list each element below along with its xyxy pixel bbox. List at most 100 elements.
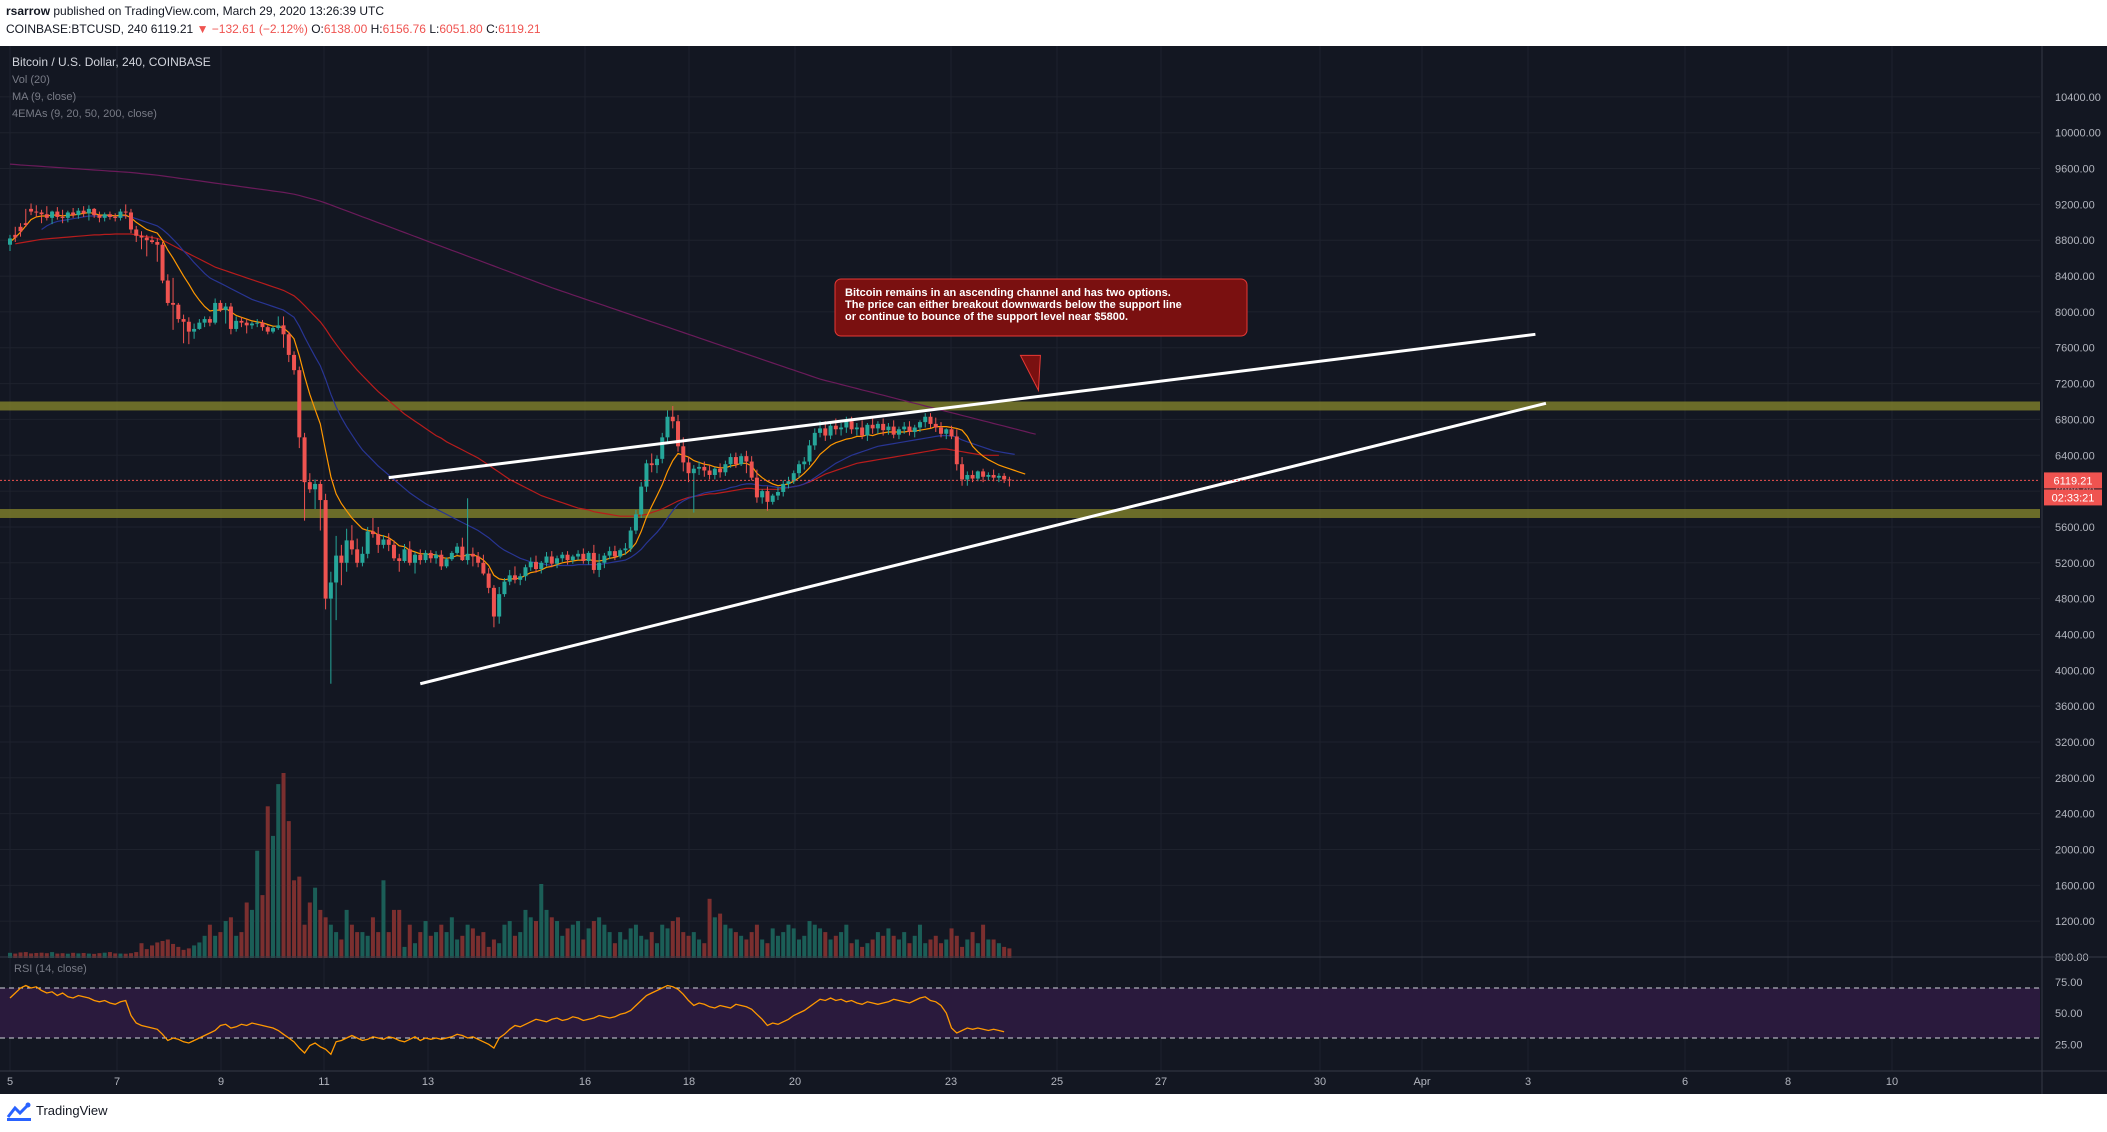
candle-body bbox=[76, 210, 81, 216]
volume-bar bbox=[313, 887, 318, 958]
volume-bar bbox=[854, 939, 859, 958]
volume-bar bbox=[102, 952, 107, 958]
price-tick-label: 8000.00 bbox=[2055, 307, 2095, 319]
candle-body bbox=[965, 474, 970, 480]
rsi-tick-label: 50.00 bbox=[2055, 1008, 2083, 1020]
candle-body bbox=[334, 555, 339, 583]
candle-body bbox=[328, 582, 333, 599]
price-tick-label: 5200.00 bbox=[2055, 558, 2095, 570]
volume-bar bbox=[339, 939, 344, 958]
symbol-title: Bitcoin / U.S. Dollar, 240, COINBASE bbox=[12, 55, 211, 69]
candle-body bbox=[313, 483, 318, 490]
volume-bar bbox=[207, 924, 212, 958]
volume-bar bbox=[770, 928, 775, 958]
volume-bar bbox=[307, 902, 312, 958]
candle-body bbox=[386, 539, 391, 545]
volume-bar bbox=[439, 924, 444, 958]
candle-body bbox=[812, 432, 817, 446]
volume-bar bbox=[234, 935, 239, 958]
candle-body bbox=[155, 242, 160, 245]
candle-body bbox=[528, 561, 533, 568]
candle-body bbox=[949, 429, 954, 437]
candle-body bbox=[228, 306, 233, 329]
candle-body bbox=[339, 555, 344, 563]
candle-body bbox=[818, 428, 823, 433]
volume-bar bbox=[1002, 946, 1007, 958]
price-tick-label: 9600.00 bbox=[2055, 164, 2095, 176]
candle-body bbox=[770, 495, 775, 502]
volume-bar bbox=[555, 921, 560, 958]
price-tick-label: 6800.00 bbox=[2055, 414, 2095, 426]
volume-bar bbox=[739, 935, 744, 958]
volume-bar bbox=[370, 917, 375, 958]
price-tick-label: 4000.00 bbox=[2055, 665, 2095, 677]
volume-bar bbox=[144, 949, 149, 958]
candle-body bbox=[423, 552, 428, 561]
candle-body bbox=[917, 422, 922, 428]
chart-area[interactable]: 10400.00 10000.00 9600.00 9200.00 8800.00 840… bbox=[0, 46, 2107, 1094]
volume-bar bbox=[486, 946, 491, 958]
candle-body bbox=[728, 457, 733, 465]
volume-bar bbox=[218, 932, 223, 958]
brand-name[interactable]: TradingView bbox=[36, 1103, 108, 1118]
volume-bar bbox=[413, 943, 418, 958]
candle-body bbox=[144, 237, 149, 241]
volume-bar bbox=[591, 921, 596, 958]
candle-body bbox=[307, 482, 312, 490]
ema9-line bbox=[9, 211, 1026, 581]
volume-bar bbox=[686, 935, 691, 958]
volume-bar bbox=[949, 928, 954, 958]
resistance-trendline bbox=[388, 332, 1536, 480]
candle-body bbox=[534, 561, 538, 570]
candle-body bbox=[939, 427, 944, 434]
volume-bar bbox=[1007, 948, 1012, 958]
volume-bar bbox=[581, 939, 586, 958]
countdown-badge bbox=[2044, 489, 2102, 506]
candle-body bbox=[260, 322, 265, 328]
ema-legend: 4EMAs (9, 20, 50, 200, close) bbox=[12, 108, 157, 120]
price-tick-label: 8800.00 bbox=[2055, 235, 2095, 247]
volume-bar bbox=[728, 928, 733, 958]
volume-bar bbox=[917, 924, 922, 958]
candle-body bbox=[823, 428, 828, 436]
volume-bar bbox=[455, 939, 460, 958]
volume-bar bbox=[907, 943, 912, 958]
volume-bar bbox=[712, 917, 717, 958]
candle-body bbox=[497, 594, 502, 617]
volume-bar bbox=[71, 952, 76, 958]
candle-body bbox=[649, 463, 654, 466]
volume-bar bbox=[644, 939, 649, 958]
candle-body bbox=[896, 429, 901, 435]
author-name[interactable]: rsarrow bbox=[6, 4, 51, 18]
time-tick-label: 18 bbox=[683, 1076, 695, 1088]
volume-bar bbox=[318, 909, 323, 958]
volume-bar bbox=[870, 939, 875, 958]
annotation-line: or continue to bounce of the support lev… bbox=[845, 311, 1128, 323]
tradingview-logo-icon[interactable] bbox=[6, 1102, 32, 1122]
volume-bar bbox=[386, 932, 391, 958]
candlestick-chart[interactable]: 10400.0010000.009600.009200.008800.00840… bbox=[0, 46, 2107, 1094]
price-tick-label: 4800.00 bbox=[2055, 594, 2095, 606]
volume-bar bbox=[996, 943, 1001, 958]
open-label: O: bbox=[311, 22, 324, 36]
candle-body bbox=[870, 424, 875, 429]
candle-body bbox=[996, 475, 1001, 478]
candle-body bbox=[933, 423, 938, 428]
candle-body bbox=[849, 421, 854, 430]
volume-bar bbox=[428, 935, 433, 958]
candle-body bbox=[39, 212, 44, 215]
candle-body bbox=[707, 470, 712, 475]
volume-bar bbox=[697, 939, 702, 958]
candle-body bbox=[402, 549, 407, 561]
volume-bar bbox=[833, 935, 838, 958]
candle-body bbox=[523, 567, 528, 577]
candle-body bbox=[591, 552, 596, 570]
candle-body bbox=[902, 426, 907, 430]
annotation-box bbox=[834, 278, 1248, 337]
candle-body bbox=[960, 464, 965, 480]
candle-body bbox=[581, 553, 586, 561]
time-tick-label: 20 bbox=[789, 1076, 801, 1088]
volume-bar bbox=[460, 935, 465, 958]
candle-body bbox=[697, 466, 702, 469]
time-tick-label: 6 bbox=[1682, 1076, 1688, 1088]
